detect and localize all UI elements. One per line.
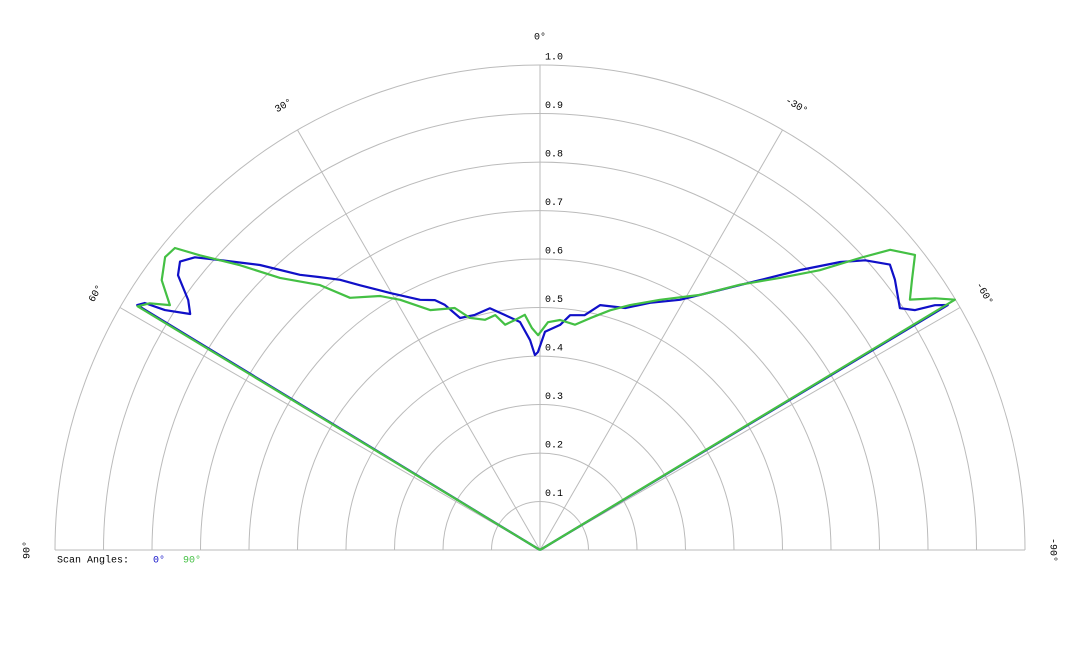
grid-spoke [539, 307, 961, 551]
theta-tick-label: 60° [87, 283, 106, 305]
grid [54, 64, 1026, 551]
legend-entry: 90° [183, 555, 201, 567]
legend-title: Scan Angles: [57, 555, 129, 567]
grid-spoke [297, 129, 541, 551]
grid-spoke [119, 307, 541, 551]
r-tick-label: 1.0 [545, 53, 563, 64]
series-line [136, 256, 949, 551]
r-tick-label: 0.9 [545, 101, 563, 112]
theta-tick-label: 30° [273, 97, 295, 116]
series-line [136, 246, 956, 551]
r-tick-label: 0.1 [545, 489, 563, 500]
theta-tick-label: 0° [534, 32, 546, 44]
theta-tick-label: -90° [1046, 538, 1058, 562]
grid-spoke [539, 129, 783, 551]
r-tick-label: 0.3 [545, 392, 563, 403]
r-tick-label: 0.4 [545, 344, 563, 355]
r-tick-label: 0.2 [545, 441, 563, 452]
r-tick-label: 0.8 [545, 150, 563, 161]
theta-tick-label: -30° [783, 95, 810, 117]
theta-tick-label: -60° [973, 280, 995, 307]
r-tick-label: 0.5 [545, 295, 563, 306]
r-tick-label: 0.6 [545, 247, 563, 258]
series-lines [136, 246, 956, 551]
theta-tick-label: 90° [22, 541, 34, 559]
legend-entry: 0° [153, 555, 165, 567]
r-tick-label: 0.7 [545, 198, 563, 209]
